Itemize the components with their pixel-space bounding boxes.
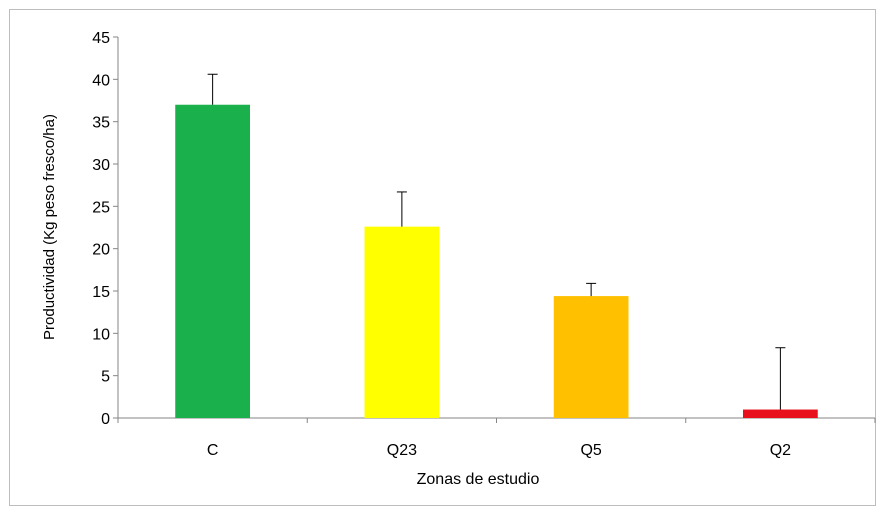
y-tick-label: 30 bbox=[92, 157, 110, 174]
y-axis-label: Productividad (Kg peso fresco/ha) bbox=[41, 114, 58, 340]
y-tick-label: 40 bbox=[92, 72, 110, 89]
y-tick-label: 5 bbox=[101, 369, 110, 386]
x-tick-label: Q5 bbox=[580, 442, 601, 459]
y-tick-label: 15 bbox=[92, 284, 110, 301]
y-tick-label: 45 bbox=[92, 30, 110, 47]
x-axis: C Q23 Q5 Q2 bbox=[117, 417, 876, 459]
bar-c bbox=[175, 104, 251, 418]
x-tick-label: Q2 bbox=[770, 442, 791, 459]
bar-q2 bbox=[742, 409, 818, 418]
x-tick-label: Q23 bbox=[387, 442, 417, 459]
y-tick-label: 20 bbox=[92, 242, 110, 259]
chart-frame bbox=[9, 9, 876, 506]
x-axis-label: Zonas de estudio bbox=[417, 471, 540, 488]
bars bbox=[175, 73, 818, 418]
y-tick-label: 35 bbox=[92, 115, 110, 132]
y-axis: 0 5 10 15 20 25 30 35 40 45 bbox=[92, 30, 119, 428]
bar-q5 bbox=[553, 296, 629, 418]
x-tick-label: C bbox=[207, 442, 219, 459]
y-tick-label: 10 bbox=[92, 326, 110, 343]
bar-q23 bbox=[364, 226, 440, 418]
y-tick-label: 25 bbox=[92, 199, 110, 216]
y-tick-label: 0 bbox=[101, 411, 110, 428]
